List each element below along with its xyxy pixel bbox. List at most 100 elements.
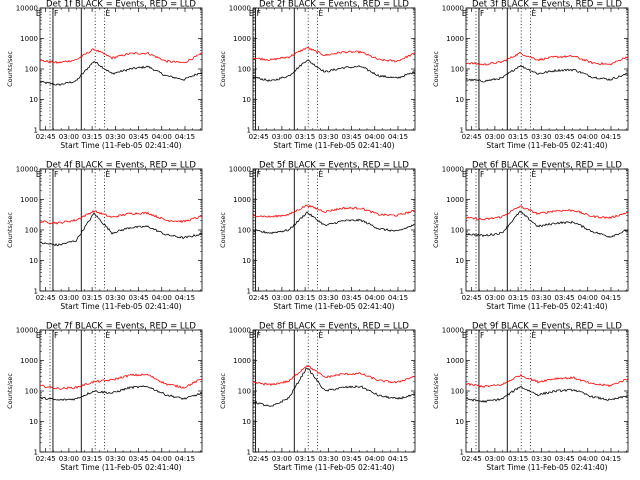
lld-series-line — [39, 209, 203, 225]
x-axis-label: Start Time (11-Feb-05 02:41:40) — [60, 463, 181, 472]
x-tick-label: 04:15 — [388, 133, 408, 141]
panel-title: Det 9f BLACK = Events, RED = LLD — [472, 322, 622, 332]
plot-frame — [465, 7, 629, 131]
x-tick-label: 04:15 — [601, 455, 621, 463]
x-tick-label: 03:45 — [341, 455, 361, 463]
event-marker-label: F — [257, 170, 261, 179]
detector-panel-2: Det 2f BLACK = Events, RED = LLD 1 10 100 10… — [219, 0, 416, 150]
x-tick-label: 03:45 — [128, 455, 148, 463]
lld-series-line — [252, 46, 416, 63]
x-tick-label: 03:45 — [554, 294, 574, 302]
y-tick-label: 1000 — [446, 196, 464, 204]
event-marker-label: E — [36, 170, 41, 179]
x-tick-label: 03:45 — [554, 133, 574, 141]
x-tick-label: 03:30 — [105, 455, 125, 463]
x-tick-label: 03:30 — [105, 133, 125, 141]
y-tick-label: 10000 — [16, 5, 38, 13]
x-tick-label: 04:00 — [578, 133, 598, 141]
y-tick-label: 100 — [25, 388, 38, 396]
x-tick-label: 03:45 — [128, 133, 148, 141]
events-series-line — [252, 59, 415, 83]
y-tick-label: 1 — [34, 288, 38, 296]
y-tick-label: 10 — [242, 96, 251, 104]
panel-title: Det 8f BLACK = Events, RED = LLD — [259, 322, 409, 332]
x-tick-label: 03:00 — [485, 294, 505, 302]
events-series-line — [466, 64, 629, 83]
lld-series-line — [39, 48, 203, 64]
x-axis-label: Start Time (11-Feb-05 02:41:40) — [60, 141, 181, 150]
events-series-line — [39, 212, 203, 247]
plot-frame — [252, 329, 416, 453]
x-axis-label: Start Time (11-Feb-05 02:41:40) — [486, 463, 607, 472]
x-tick-label: 03:30 — [318, 455, 338, 463]
events-series-line — [466, 386, 629, 404]
x-tick-label: 02:45 — [36, 133, 56, 141]
y-tick-label: 10000 — [229, 327, 251, 335]
x-axis-label: Start Time (11-Feb-05 02:41:40) — [273, 141, 394, 150]
event-marker-label: F — [54, 170, 58, 179]
y-axis-label: Counts/sec — [432, 51, 440, 87]
x-axis-label: Start Time (11-Feb-05 02:41:40) — [273, 463, 394, 472]
y-tick-label: 1 — [34, 127, 38, 135]
y-tick-label: 1000 — [233, 196, 251, 204]
x-tick-label: 02:45 — [36, 294, 56, 302]
y-tick-label: 1000 — [20, 35, 38, 43]
panel-title: Det 3f BLACK = Events, RED = LLD — [472, 0, 622, 10]
x-tick-label: 03:15 — [82, 133, 102, 141]
y-tick-label: 10 — [455, 96, 464, 104]
event-marker-label: E — [249, 9, 254, 18]
x-tick-label: 03:15 — [295, 294, 315, 302]
event-marker-label: E — [462, 9, 467, 18]
detector-panel-1: Det 1f BLACK = Events, RED = LLD 1 10 100 10… — [6, 0, 203, 150]
x-tick-label: 03:00 — [59, 133, 79, 141]
event-marker-label: F — [54, 9, 58, 18]
y-axis-label: Counts/sec — [219, 212, 227, 248]
x-tick-label: 03:15 — [508, 294, 528, 302]
lld-series-line — [39, 373, 203, 390]
plot-frame — [465, 329, 629, 453]
x-tick-label: 02:45 — [462, 455, 482, 463]
y-tick-label: 10 — [29, 96, 38, 104]
y-tick-label: 1 — [460, 288, 464, 296]
lld-series-line — [252, 204, 416, 218]
x-tick-label: 02:45 — [249, 455, 269, 463]
detector-panel-9: Det 9f BLACK = Events, RED = LLD 1 10 100 10… — [432, 322, 629, 472]
event-marker-label: E — [318, 331, 323, 340]
event-marker-label: F — [257, 9, 261, 18]
y-tick-label: 10 — [455, 418, 464, 426]
y-tick-label: 1000 — [233, 35, 251, 43]
x-axis-label: Start Time (11-Feb-05 02:41:40) — [486, 302, 607, 311]
x-tick-label: 02:45 — [249, 294, 269, 302]
detector-panel-8: Det 8f BLACK = Events, RED = LLD 1 10 100 10… — [219, 322, 416, 472]
panel-title: Det 6f BLACK = Events, RED = LLD — [472, 161, 622, 171]
x-tick-label: 03:30 — [531, 294, 551, 302]
x-tick-label: 03:00 — [272, 133, 292, 141]
y-tick-label: 1000 — [20, 196, 38, 204]
x-tick-label: 04:00 — [152, 455, 172, 463]
event-marker-label: E — [318, 9, 323, 18]
y-tick-label: 10 — [242, 418, 251, 426]
x-tick-label: 03:15 — [295, 455, 315, 463]
event-marker-label: E — [105, 331, 110, 340]
x-tick-label: 03:15 — [295, 133, 315, 141]
y-tick-label: 10000 — [442, 166, 464, 174]
x-tick-label: 03:00 — [59, 294, 79, 302]
event-marker-label: F — [480, 331, 484, 340]
y-tick-label: 1000 — [20, 357, 38, 365]
x-tick-label: 03:00 — [59, 455, 79, 463]
y-axis-label: Counts/sec — [6, 51, 14, 87]
y-tick-label: 1 — [460, 127, 464, 135]
panel-title: Det 5f BLACK = Events, RED = LLD — [259, 161, 409, 171]
x-tick-label: 02:45 — [36, 455, 56, 463]
x-tick-label: 03:15 — [508, 455, 528, 463]
y-tick-label: 1000 — [446, 357, 464, 365]
event-marker-label: F — [480, 9, 484, 18]
event-marker-label: E — [462, 331, 467, 340]
events-series-line — [465, 210, 629, 238]
event-marker-label: E — [105, 9, 110, 18]
x-tick-label: 03:45 — [128, 294, 148, 302]
lld-series-line — [465, 373, 629, 388]
y-axis-label: Counts/sec — [6, 373, 14, 409]
y-tick-label: 10000 — [16, 166, 38, 174]
